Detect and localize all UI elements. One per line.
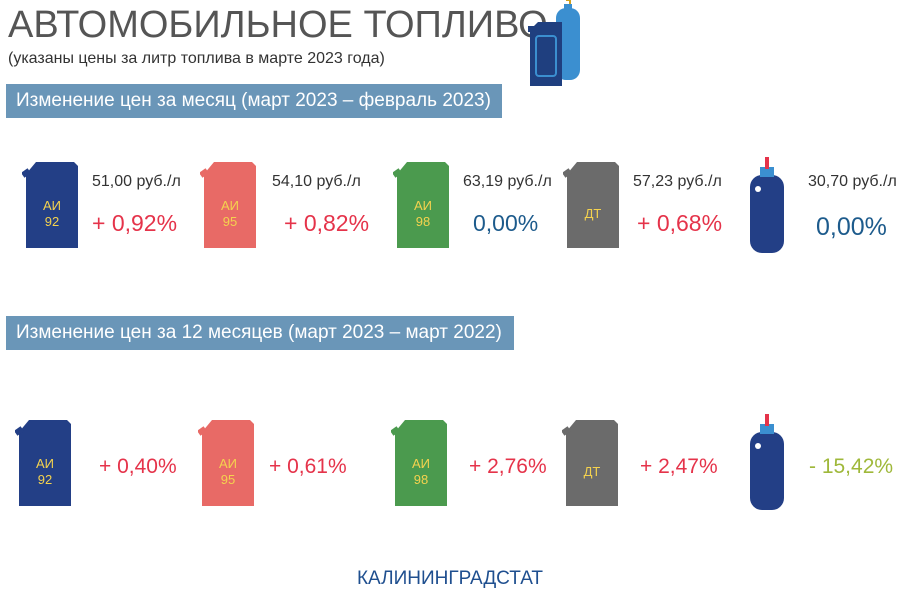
gas-price: 30,70 руб./л [808, 173, 897, 190]
page-title: АВТОМОБИЛЬНОЕ ТОПЛИВО [8, 4, 548, 46]
dt-price: 57,23 руб./л [633, 173, 722, 190]
ai92-canister-icon: АИ 92 [15, 420, 71, 506]
can-label: АИ [412, 456, 430, 471]
can-label: ДТ [585, 206, 602, 221]
ai92-month-change: + 0,92% [92, 210, 178, 236]
gas-cylinder-icon [750, 157, 784, 253]
can-label: 92 [38, 472, 52, 487]
ai92-price: 51,00 руб./л [92, 173, 181, 190]
can-label: 95 [221, 472, 235, 487]
fuel-canister-icon [528, 0, 580, 86]
ai98-year-change: + 2,76% [469, 455, 547, 478]
ai98-canister-icon: АИ 98 [391, 420, 447, 506]
can-label: 92 [45, 214, 59, 229]
can-label: АИ [43, 198, 61, 213]
gas-month-change: 0,00% [816, 213, 887, 241]
dt-year-change: + 2,47% [640, 455, 718, 478]
dt-canister-icon: ДТ [563, 162, 619, 248]
dt-canister-icon: ДТ [562, 420, 618, 506]
ai95-month-change: + 0,82% [284, 210, 370, 236]
ai95-year-change: + 0,61% [269, 455, 347, 478]
ai92-year-change: + 0,40% [99, 455, 177, 478]
footer-org: КАЛИНИНГРАДСТАТ [356, 568, 544, 589]
dt-month-change: + 0,68% [637, 210, 723, 236]
ai98-price: 63,19 руб./л [463, 173, 552, 190]
gas-cylinder-icon [750, 414, 784, 510]
month-change-heading: Изменение цен за месяц (март 2023 – февр… [6, 84, 502, 118]
ai98-month-change: 0,00% [473, 210, 539, 236]
can-label: ДТ [584, 464, 601, 479]
can-label: АИ [414, 198, 432, 213]
can-label: 98 [416, 214, 430, 229]
ai98-canister-icon: АИ 98 [393, 162, 449, 248]
year-change-heading: Изменение цен за 12 месяцев (март 2023 –… [6, 316, 514, 350]
can-label: АИ [219, 456, 237, 471]
ai95-price: 54,10 руб./л [272, 173, 361, 190]
ai95-canister-icon: АИ 95 [198, 420, 254, 506]
can-label: 98 [414, 472, 428, 487]
ai95-canister-icon: АИ 95 [200, 162, 256, 248]
ai92-canister-icon: АИ 92 [22, 162, 78, 248]
page-subtitle: (указаны цены за литр топлива в марте 20… [8, 50, 385, 67]
gas-year-change: - 15,42% [809, 455, 894, 478]
can-label: 95 [223, 214, 237, 229]
can-label: АИ [221, 198, 239, 213]
can-label: АИ [36, 456, 54, 471]
